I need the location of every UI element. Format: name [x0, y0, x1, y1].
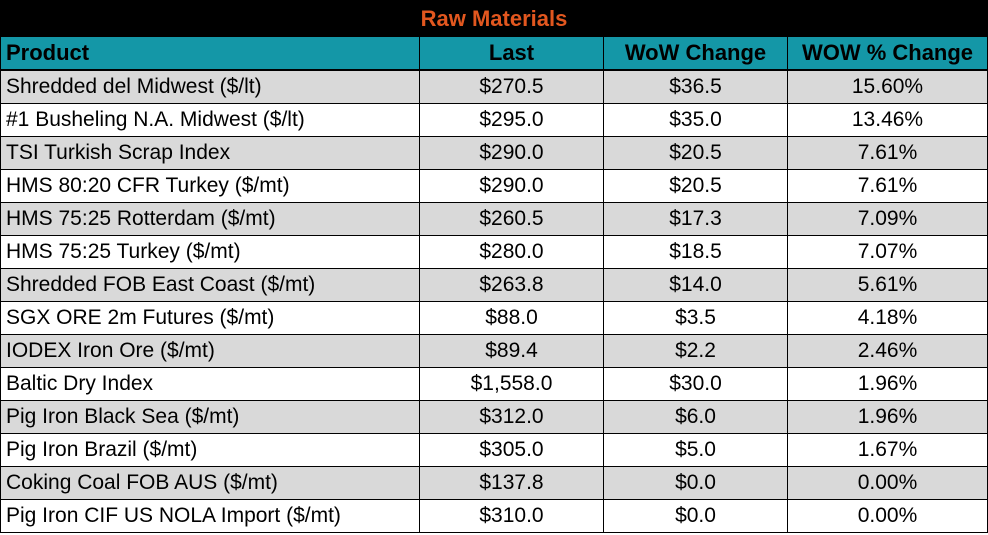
cell-product: HMS 75:25 Rotterdam ($/mt) [0, 203, 420, 235]
cell-product: HMS 80:20 CFR Turkey ($/mt) [0, 170, 420, 202]
table-header-row: Product Last WoW Change WOW % Change [0, 37, 988, 71]
cell-wow-pct-change: 0.00% [788, 500, 988, 532]
cell-product: Pig Iron CIF US NOLA Import ($/mt) [0, 500, 420, 532]
cell-wow-change: $30.0 [604, 368, 788, 400]
cell-last: $290.0 [420, 137, 604, 169]
cell-last: $280.0 [420, 236, 604, 268]
table-row: HMS 80:20 CFR Turkey ($/mt) $290.0 $20.5 7.… [0, 170, 988, 203]
cell-wow-change: $3.5 [604, 302, 788, 334]
cell-product: TSI Turkish Scrap Index [0, 137, 420, 169]
cell-wow-change: $35.0 [604, 104, 788, 136]
table-row: Pig Iron CIF US NOLA Import ($/mt) $310.0… [0, 500, 988, 533]
table-row: HMS 75:25 Turkey ($/mt) $280.0 $18.5 7.07% [0, 236, 988, 269]
cell-last: $270.5 [420, 71, 604, 103]
cell-wow-pct-change: 1.96% [788, 368, 988, 400]
cell-wow-change: $36.5 [604, 71, 788, 103]
cell-wow-pct-change: 5.61% [788, 269, 988, 301]
cell-product: Baltic Dry Index [0, 368, 420, 400]
cell-last: $312.0 [420, 401, 604, 433]
cell-wow-change: $0.0 [604, 467, 788, 499]
cell-wow-change: $2.2 [604, 335, 788, 367]
table-title: Raw Materials [0, 0, 988, 37]
cell-wow-change: $18.5 [604, 236, 788, 268]
header-last: Last [420, 37, 604, 69]
cell-product: HMS 75:25 Turkey ($/mt) [0, 236, 420, 268]
cell-last: $137.8 [420, 467, 604, 499]
table-row: Pig Iron Black Sea ($/mt) $312.0 $6.0 1.96% [0, 401, 988, 434]
cell-last: $88.0 [420, 302, 604, 334]
cell-wow-pct-change: 13.46% [788, 104, 988, 136]
table-row: TSI Turkish Scrap Index $290.0 $20.5 7.61% [0, 137, 988, 170]
cell-last: $89.4 [420, 335, 604, 367]
table-row: IODEX Iron Ore ($/mt) $89.4 $2.2 2.46% [0, 335, 988, 368]
table-row: Shredded del Midwest ($/lt) $270.5 $36.5 15… [0, 71, 988, 104]
cell-last: $310.0 [420, 500, 604, 532]
cell-product: Pig Iron Brazil ($/mt) [0, 434, 420, 466]
cell-wow-pct-change: 0.00% [788, 467, 988, 499]
cell-wow-change: $14.0 [604, 269, 788, 301]
table-row: Baltic Dry Index $1,558.0 $30.0 1.96% [0, 368, 988, 401]
cell-wow-pct-change: 15.60% [788, 71, 988, 103]
cell-product: IODEX Iron Ore ($/mt) [0, 335, 420, 367]
table-row: HMS 75:25 Rotterdam ($/mt) $260.5 $17.3 7.0… [0, 203, 988, 236]
cell-wow-pct-change: 2.46% [788, 335, 988, 367]
cell-wow-change: $20.5 [604, 137, 788, 169]
cell-wow-pct-change: 7.61% [788, 137, 988, 169]
cell-last: $1,558.0 [420, 368, 604, 400]
table-row: Coking Coal FOB AUS ($/mt) $137.8 $0.0 0.00… [0, 467, 988, 500]
cell-wow-pct-change: 7.61% [788, 170, 988, 202]
cell-wow-change: $5.0 [604, 434, 788, 466]
cell-wow-change: $20.5 [604, 170, 788, 202]
cell-product: SGX ORE 2m Futures ($/mt) [0, 302, 420, 334]
cell-wow-change: $6.0 [604, 401, 788, 433]
cell-wow-pct-change: 7.07% [788, 236, 988, 268]
cell-wow-pct-change: 1.96% [788, 401, 988, 433]
cell-last: $290.0 [420, 170, 604, 202]
cell-last: $263.8 [420, 269, 604, 301]
header-wow-pct-change: WOW % Change [788, 37, 988, 69]
cell-wow-pct-change: 1.67% [788, 434, 988, 466]
cell-last: $295.0 [420, 104, 604, 136]
table-row: SGX ORE 2m Futures ($/mt) $88.0 $3.5 4.18% [0, 302, 988, 335]
cell-product: Shredded FOB East Coast ($/mt) [0, 269, 420, 301]
cell-product: Shredded del Midwest ($/lt) [0, 71, 420, 103]
cell-wow-pct-change: 4.18% [788, 302, 988, 334]
cell-wow-change: $0.0 [604, 500, 788, 532]
header-product: Product [0, 37, 420, 69]
cell-product: Pig Iron Black Sea ($/mt) [0, 401, 420, 433]
table-row: #1 Busheling N.A. Midwest ($/lt) $295.0 $3… [0, 104, 988, 137]
cell-last: $305.0 [420, 434, 604, 466]
cell-last: $260.5 [420, 203, 604, 235]
header-wow-change: WoW Change [604, 37, 788, 69]
cell-wow-pct-change: 7.09% [788, 203, 988, 235]
table-row: Shredded FOB East Coast ($/mt) $263.8 $14.… [0, 269, 988, 302]
cell-wow-change: $17.3 [604, 203, 788, 235]
cell-product: #1 Busheling N.A. Midwest ($/lt) [0, 104, 420, 136]
cell-product: Coking Coal FOB AUS ($/mt) [0, 467, 420, 499]
table-row: Pig Iron Brazil ($/mt) $305.0 $5.0 1.67% [0, 434, 988, 467]
